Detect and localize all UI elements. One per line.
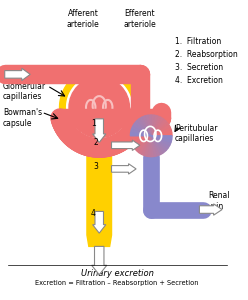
Wedge shape — [131, 136, 151, 142]
Text: Efferent
arteriole: Efferent arteriole — [124, 9, 156, 28]
FancyArrow shape — [112, 140, 140, 151]
Polygon shape — [62, 119, 137, 147]
Wedge shape — [151, 136, 170, 148]
Wedge shape — [131, 126, 151, 136]
FancyArrow shape — [199, 204, 222, 215]
Wedge shape — [151, 133, 172, 136]
Circle shape — [69, 77, 129, 138]
Wedge shape — [133, 136, 151, 148]
Wedge shape — [130, 133, 151, 136]
Text: 4: 4 — [91, 209, 95, 218]
Text: 3.  Secretion: 3. Secretion — [175, 63, 223, 72]
Wedge shape — [130, 136, 151, 139]
Wedge shape — [131, 136, 151, 145]
Text: 3: 3 — [93, 162, 98, 171]
Text: Bowman's
capsule: Bowman's capsule — [3, 108, 42, 128]
Wedge shape — [151, 136, 161, 156]
FancyArrow shape — [92, 246, 107, 275]
Wedge shape — [151, 136, 163, 154]
Wedge shape — [151, 136, 158, 156]
Wedge shape — [151, 129, 172, 136]
Text: 1.  Filtration: 1. Filtration — [175, 37, 221, 46]
Wedge shape — [145, 115, 151, 136]
Text: 1: 1 — [91, 119, 95, 128]
Wedge shape — [136, 119, 151, 136]
Text: Afferent
arteriole: Afferent arteriole — [67, 9, 99, 28]
Wedge shape — [151, 115, 155, 136]
Text: Peritubular
capillaries: Peritubular capillaries — [175, 124, 217, 143]
Wedge shape — [145, 136, 151, 156]
Text: 2.  Reabsorption: 2. Reabsorption — [175, 50, 238, 59]
Text: Urinary excretion: Urinary excretion — [81, 269, 154, 278]
Wedge shape — [151, 126, 171, 136]
FancyArrow shape — [112, 164, 136, 174]
Text: 4.  Excretion: 4. Excretion — [175, 76, 223, 85]
FancyArrow shape — [93, 119, 106, 142]
Wedge shape — [148, 136, 151, 157]
Wedge shape — [148, 115, 151, 136]
Text: Excretion = Filtration – Reabsorption + Secretion: Excretion = Filtration – Reabsorption + … — [35, 280, 199, 286]
Polygon shape — [87, 140, 112, 246]
Wedge shape — [151, 121, 168, 136]
Wedge shape — [151, 119, 166, 136]
Text: 2: 2 — [93, 138, 98, 147]
Wedge shape — [139, 136, 151, 154]
Wedge shape — [151, 124, 170, 136]
Wedge shape — [151, 136, 166, 153]
Wedge shape — [151, 136, 155, 157]
Wedge shape — [151, 136, 168, 151]
Text: Renal
vein: Renal vein — [208, 191, 229, 211]
Wedge shape — [151, 136, 172, 139]
Polygon shape — [60, 68, 99, 121]
Wedge shape — [142, 116, 151, 136]
Wedge shape — [136, 136, 151, 153]
Wedge shape — [134, 136, 151, 151]
Wedge shape — [142, 136, 151, 156]
Wedge shape — [133, 124, 151, 136]
Wedge shape — [151, 116, 161, 136]
Text: Glomerular
capillaries: Glomerular capillaries — [3, 82, 46, 101]
Polygon shape — [99, 68, 139, 121]
Wedge shape — [139, 117, 151, 136]
Wedge shape — [151, 136, 172, 142]
Wedge shape — [151, 117, 163, 136]
Wedge shape — [134, 121, 151, 136]
FancyArrow shape — [5, 68, 30, 80]
Wedge shape — [151, 115, 158, 136]
Wedge shape — [131, 129, 151, 136]
Wedge shape — [151, 136, 171, 145]
FancyArrow shape — [93, 212, 106, 233]
